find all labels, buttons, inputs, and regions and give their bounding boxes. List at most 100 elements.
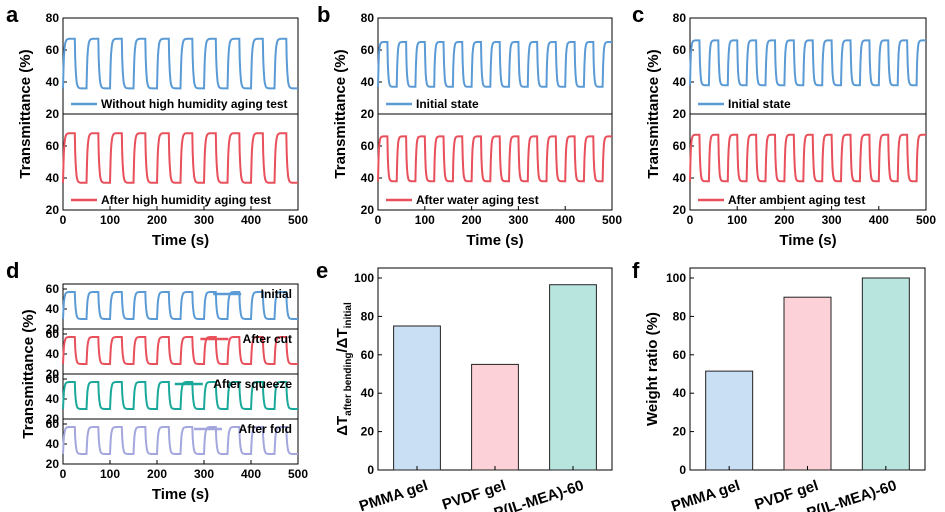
x-axis-title: Time (s) [466, 232, 523, 249]
subplot-frame [377, 17, 613, 115]
legend-label: After squeeze [213, 377, 292, 391]
legend-label: After water aging test [416, 193, 539, 207]
y-tick-label: 60 [46, 139, 60, 153]
x-tick-label: PMMA gel [669, 477, 742, 512]
x-tick-label: 100 [415, 213, 435, 227]
y-axis-title-part: ΔT [334, 416, 351, 436]
x-tick-label: 300 [194, 213, 214, 227]
x-axis-title: Time (s) [779, 232, 836, 249]
y-axis-title: Weight ratio (%) [644, 312, 661, 426]
y-tick-label: 20 [673, 425, 687, 439]
x-axis-title: Time (s) [152, 232, 209, 249]
y-tick-label: 0 [367, 463, 374, 477]
x-tick-label: 400 [555, 213, 575, 227]
y-axis-title: ΔTafter bending/ΔTinitial [334, 302, 354, 436]
bar [861, 277, 910, 471]
y-tick-label: 80 [46, 11, 60, 25]
y-tick-label: 60 [361, 139, 375, 153]
y-tick-label: 40 [46, 75, 60, 89]
x-tick-label: 0 [60, 467, 67, 481]
x-tick-label: 200 [462, 213, 482, 227]
y-tick-label: 20 [46, 367, 60, 381]
x-tick-label: 400 [869, 213, 889, 227]
y-tick-label: 20 [46, 457, 60, 471]
x-tick-label: 100 [100, 467, 120, 481]
bar [705, 370, 754, 471]
x-tick-label: P(IL-MEA)-60 [492, 477, 586, 512]
x-tick-label: PMMA gel [357, 477, 430, 512]
y-tick-label: 80 [361, 309, 375, 323]
panel-letter-b: b [317, 2, 330, 27]
x-tick-label: 300 [822, 213, 842, 227]
legend-label: Initial state [416, 97, 479, 111]
series-line [62, 381, 298, 410]
bar [549, 284, 597, 471]
y-tick-label: 80 [361, 11, 375, 25]
y-tick-label: 60 [361, 348, 375, 362]
y-tick-label: 20 [361, 203, 375, 217]
y-tick-label: 60 [46, 43, 60, 57]
y-axis-title: Transmittance (%) [332, 49, 349, 178]
y-tick-label: 0 [679, 463, 686, 477]
y-axis-title-part: /ΔT [334, 328, 351, 352]
series-line [62, 37, 298, 90]
x-tick-label: 0 [375, 213, 382, 227]
x-tick-label: 400 [241, 213, 261, 227]
y-tick-label: 40 [46, 437, 60, 451]
panel-letter-c: c [632, 2, 644, 27]
legend-label: After cut [243, 332, 292, 346]
y-tick-label: 80 [673, 309, 687, 323]
x-tick-label: 300 [508, 213, 528, 227]
legend-label: After ambient aging test [728, 193, 865, 207]
y-tick-label: 40 [46, 347, 60, 361]
y-tick-label: 40 [673, 75, 687, 89]
y-axis-title-part: after bending [343, 352, 354, 415]
y-tick-label: 40 [673, 386, 687, 400]
bar [393, 325, 441, 471]
x-axis-title: Time (s) [152, 486, 209, 503]
x-tick-label: 400 [241, 467, 261, 481]
series-line [62, 291, 298, 320]
panel-letter-a: a [6, 2, 19, 27]
bar [783, 296, 832, 471]
bar [471, 363, 519, 471]
panel-letter-d: d [6, 258, 19, 283]
x-tick-label: 500 [288, 467, 308, 481]
y-tick-label: 40 [46, 302, 60, 316]
x-tick-label: 500 [602, 213, 622, 227]
y-tick-label: 40 [46, 392, 60, 406]
y-axis-title: Transmittance (%) [645, 49, 662, 178]
series-line [377, 135, 612, 183]
x-tick-label: P(IL-MEA)-60 [805, 477, 899, 512]
y-tick-label: 20 [46, 322, 60, 336]
x-tick-label: 0 [60, 213, 67, 227]
y-tick-label: 80 [673, 11, 687, 25]
panel-letter-f: f [632, 258, 640, 283]
y-tick-label: 40 [361, 75, 375, 89]
x-tick-label: 500 [916, 213, 936, 227]
y-tick-label: 60 [46, 327, 60, 341]
x-tick-label: 0 [687, 213, 694, 227]
y-tick-label: 20 [361, 425, 375, 439]
series-line [689, 133, 926, 183]
y-axis-title-part: initial [343, 302, 354, 328]
x-tick-label: 200 [147, 467, 167, 481]
y-tick-label: 60 [673, 348, 687, 362]
y-tick-label: 60 [361, 43, 375, 57]
y-tick-label: 60 [46, 282, 60, 296]
y-tick-label: 40 [46, 171, 60, 185]
legend-label: After fold [239, 422, 292, 436]
legend-label: Without high humidity aging test [101, 97, 288, 111]
x-tick-label: 200 [147, 213, 167, 227]
y-tick-label: 60 [46, 372, 60, 386]
x-tick-label: 300 [194, 467, 214, 481]
x-tick-label: 100 [100, 213, 120, 227]
legend-label: After high humidity aging test [101, 193, 271, 207]
y-tick-label: 60 [46, 417, 60, 431]
y-axis-title: Transmittance (%) [20, 309, 37, 438]
y-tick-label: 100 [666, 271, 686, 285]
series-line [377, 41, 612, 88]
subplot-frame [689, 17, 927, 115]
series-line [62, 132, 298, 184]
series-line [689, 39, 926, 87]
